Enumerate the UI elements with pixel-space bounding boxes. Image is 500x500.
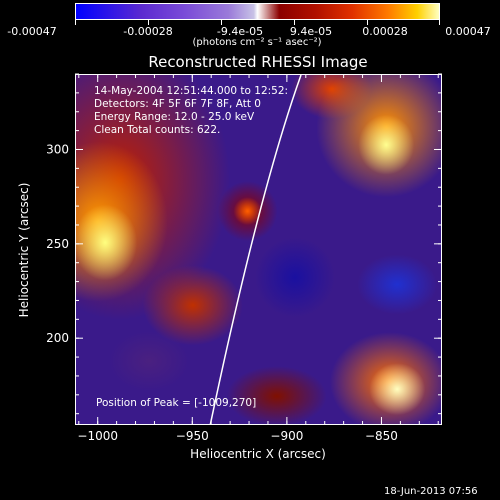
y-axis-label: Heliocentric Y (arcsec) xyxy=(17,182,31,318)
info-line-2: Detectors: 4F 5F 6F 7F 8F, Att 0 xyxy=(94,98,261,110)
y-tick-label: 200 xyxy=(46,331,69,345)
info-line-3: Energy Range: 12.0 - 25.0 keV xyxy=(94,111,255,123)
colorbar-tick-label: -0.00047 xyxy=(7,25,57,38)
y-tick-label: 300 xyxy=(46,142,69,156)
timestamp: 18-Jun-2013 07:56 xyxy=(384,486,478,497)
info-line-4: Clean Total counts: 622. xyxy=(94,124,221,136)
x-tick-label: −850 xyxy=(365,429,398,443)
x-tick-label: −950 xyxy=(176,429,209,443)
y-tick-label: 250 xyxy=(46,237,69,251)
info-line-1: 14-May-2004 12:51:44.000 to 12:52: xyxy=(94,85,289,97)
colorbar-tick-label: 0.00047 xyxy=(445,25,491,38)
colorbar-tick-label: -0.00028 xyxy=(123,25,173,38)
colorbar-unit-label: (photons cm⁻² s⁻¹ asec⁻²) xyxy=(192,37,322,48)
colorbar-tick-label: 9.4e-05 xyxy=(289,25,333,38)
x-axis-label: Heliocentric X (arcsec) xyxy=(190,447,326,461)
solar-limb-line xyxy=(209,75,302,424)
x-tick-label: −900 xyxy=(270,429,303,443)
heatmap-image: 14-May-2004 12:51:44.000 to 12:52: Detec… xyxy=(75,74,442,425)
colorbar xyxy=(75,3,440,20)
chart-title: Reconstructed RHESSI Image xyxy=(148,53,368,71)
plot-overlay xyxy=(209,75,302,424)
x-tick-label: −1000 xyxy=(77,429,118,443)
peak-position-label: Position of Peak = [-1009,270] xyxy=(96,397,257,409)
colorbar-tick-label: 0.00028 xyxy=(362,25,408,38)
colorbar-tick-label: -9.4e-05 xyxy=(216,25,264,38)
